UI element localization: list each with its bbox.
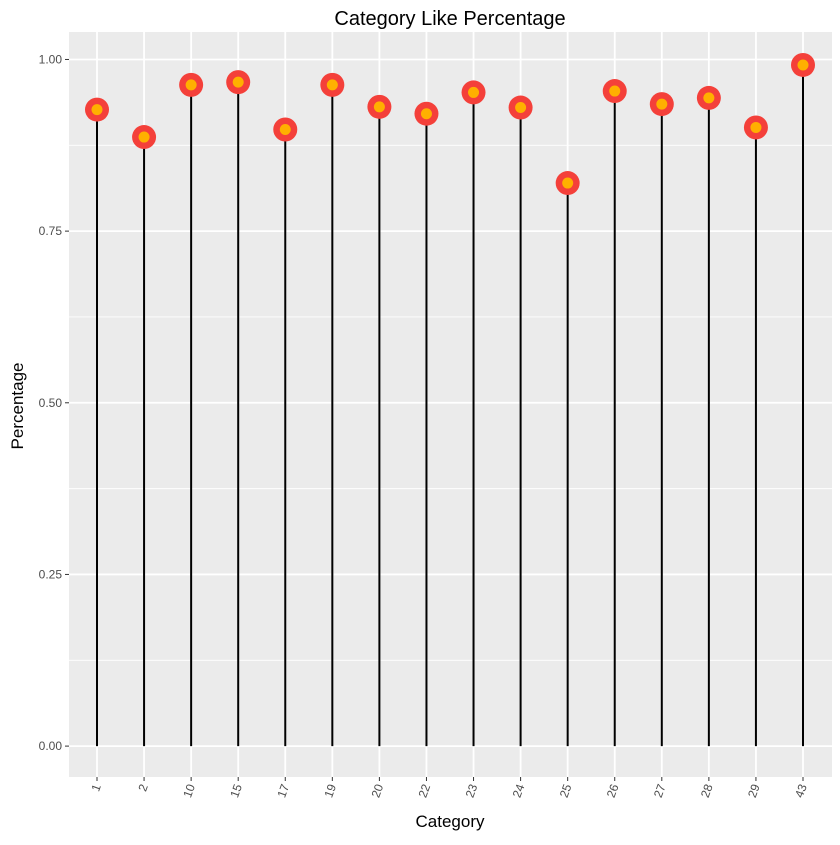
lollipop-point-inner <box>750 121 762 133</box>
x-tick-label: 27 <box>651 782 669 800</box>
x-tick-label: 19 <box>321 782 339 800</box>
x-tick-label: 25 <box>557 782 575 800</box>
lollipop-point-inner <box>232 76 244 88</box>
lollipop-point-inner <box>656 98 668 110</box>
x-tick-label: 26 <box>604 782 622 800</box>
lollipop-point-inner <box>797 59 809 71</box>
lollipop-point-inner <box>279 124 291 136</box>
y-tick-label: 0.75 <box>39 224 63 238</box>
x-axis-title: Category <box>416 812 485 831</box>
lollipop-point-inner <box>373 101 385 113</box>
x-tick-label: 20 <box>368 782 386 800</box>
plot-panel <box>69 32 832 777</box>
point-layer <box>85 52 815 196</box>
lollipop-point-inner <box>609 85 621 97</box>
lollipop-point-inner <box>515 102 527 114</box>
x-tick-label: 43 <box>792 782 810 800</box>
lollipop-point-inner <box>562 177 574 189</box>
lollipop-point-inner <box>138 131 150 143</box>
x-tick-label: 1 <box>88 782 104 793</box>
x-axis: 1 2 10 15 17 19 20 22 23 24 25 26 27 28 29 43 <box>88 777 810 800</box>
lollipop-point-inner <box>185 79 197 91</box>
stem-layer <box>96 64 804 747</box>
x-tick-label: 17 <box>274 782 292 800</box>
y-axis: 0.00 0.25 0.50 0.75 1.00 <box>39 52 69 753</box>
x-tick-label: 24 <box>510 782 528 800</box>
y-tick-label: 0.25 <box>39 567 63 581</box>
x-tick-label: 29 <box>745 782 763 800</box>
x-tick-label: 10 <box>180 782 198 800</box>
lollipop-point-inner <box>468 86 480 98</box>
y-tick-label: 0.00 <box>39 739 63 753</box>
lollipop-point-inner <box>703 92 715 104</box>
x-tick-label: 23 <box>463 782 481 800</box>
lollipop-point-inner <box>326 79 338 91</box>
x-tick-label: 2 <box>135 782 151 793</box>
x-tick-label: 28 <box>698 782 716 800</box>
y-tick-label: 0.50 <box>39 396 63 410</box>
y-tick-label: 1.00 <box>39 52 63 66</box>
y-axis-title: Percentage <box>8 363 27 450</box>
lollipop-point-inner <box>420 108 432 120</box>
chart-title: Category Like Percentage <box>334 8 565 30</box>
x-tick-label: 22 <box>416 782 434 800</box>
lollipop-point-inner <box>91 104 103 116</box>
x-tick-label: 15 <box>227 782 245 800</box>
